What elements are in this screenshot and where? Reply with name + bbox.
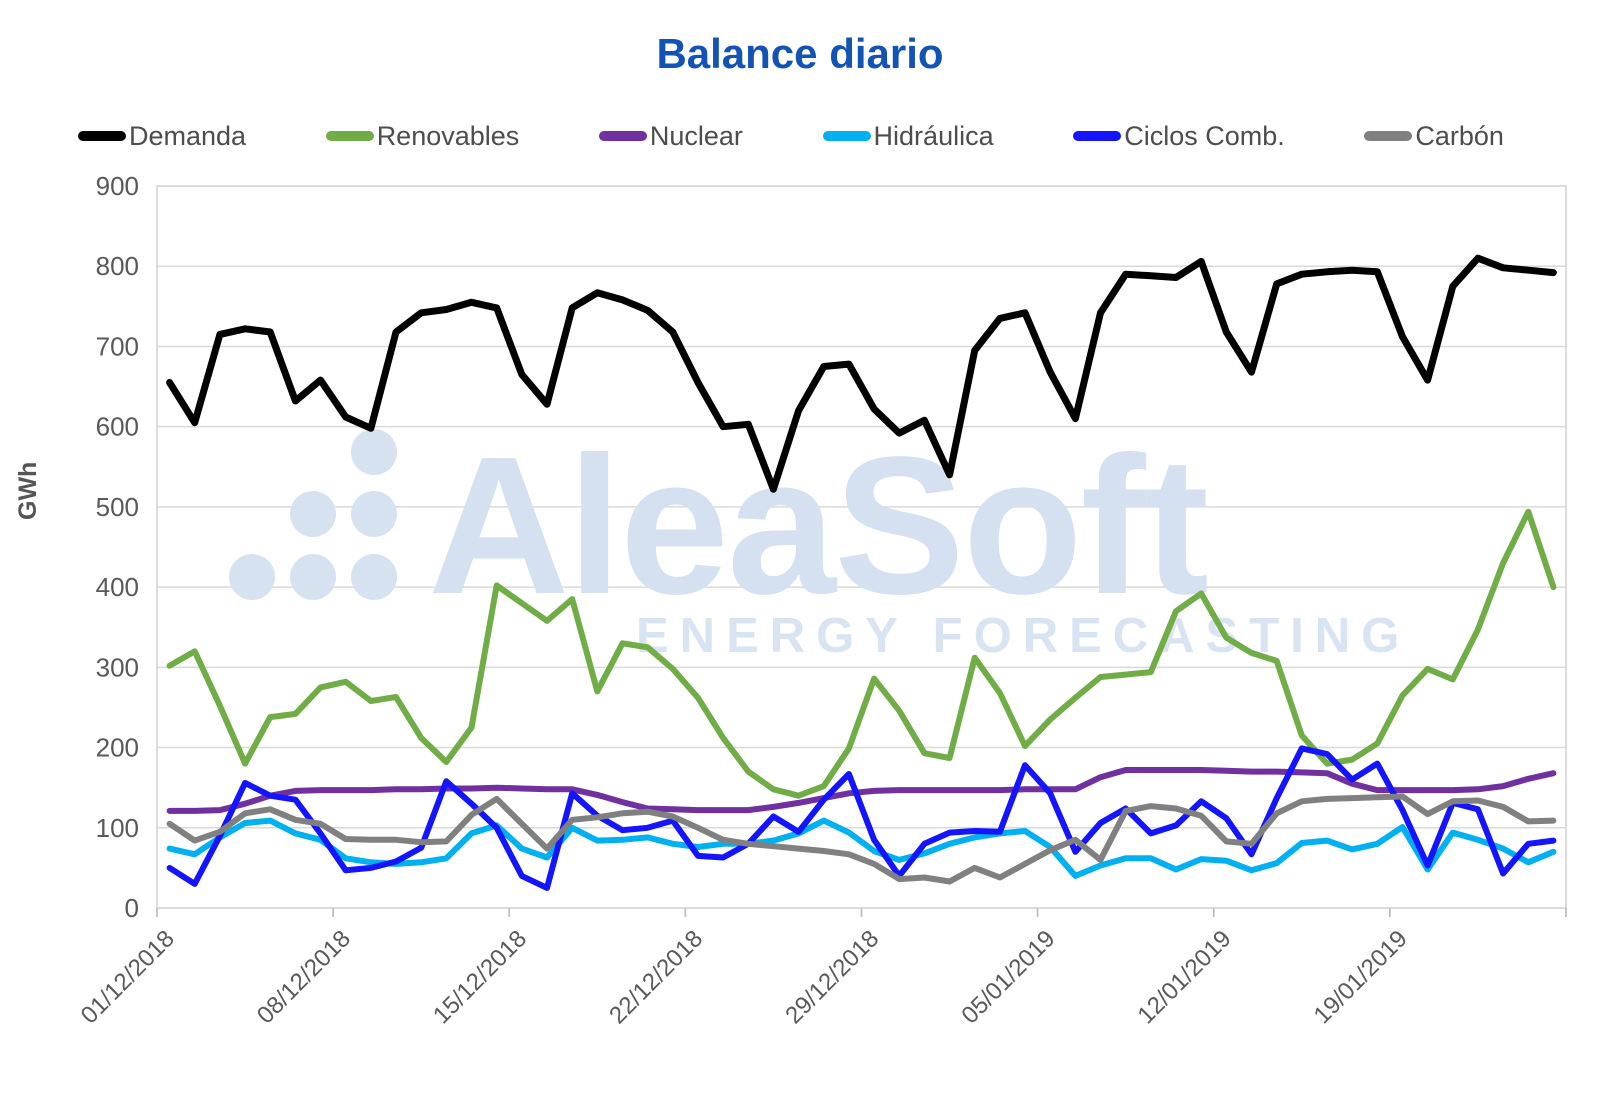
legend-label-ciclos: Ciclos Comb. [1124, 120, 1285, 151]
svg-text:600: 600 [96, 412, 139, 442]
svg-text:200: 200 [96, 733, 139, 763]
svg-text:500: 500 [96, 492, 139, 522]
svg-text:800: 800 [96, 251, 139, 281]
legend-marker-ciclos-icon [1073, 131, 1122, 141]
legend-marker-carbon-icon [1364, 131, 1413, 141]
svg-text:900: 900 [96, 171, 139, 201]
legend-label-carbon: Carbón [1415, 120, 1504, 151]
legend-item-nuclear: Nuclear [598, 120, 743, 152]
svg-text:0: 0 [125, 893, 139, 923]
legend-marker-nuclear-icon [598, 131, 647, 141]
legend-label-hidraulica: Hidráulica [873, 120, 994, 151]
legend-label-nuclear: Nuclear [649, 120, 743, 151]
legend-label-demanda: Demanda [129, 120, 247, 151]
legend-item-carbon: Carbón [1364, 121, 1504, 152]
svg-text:100: 100 [96, 813, 139, 843]
legend-marker-hidraulica-icon [822, 131, 871, 141]
svg-text:300: 300 [96, 652, 139, 682]
legend-marker-renovables-icon [325, 131, 374, 141]
legend-item-renovables: Renovables [325, 120, 520, 152]
svg-text:400: 400 [96, 572, 139, 602]
legend-marker-demanda-icon [78, 131, 126, 141]
chart-title: Balance diario [656, 30, 944, 77]
legend-label-renovables: Renovables [376, 120, 520, 151]
legend-item-hidraulica: Hidráulica [822, 120, 994, 152]
legend-item-demanda: Demanda [78, 121, 246, 152]
svg-text:700: 700 [96, 331, 139, 361]
chart-legend: Demanda Renovables Nuclear Hidráulica Ci… [78, 116, 1504, 156]
legend-item-ciclos: Ciclos Comb. [1073, 121, 1285, 152]
